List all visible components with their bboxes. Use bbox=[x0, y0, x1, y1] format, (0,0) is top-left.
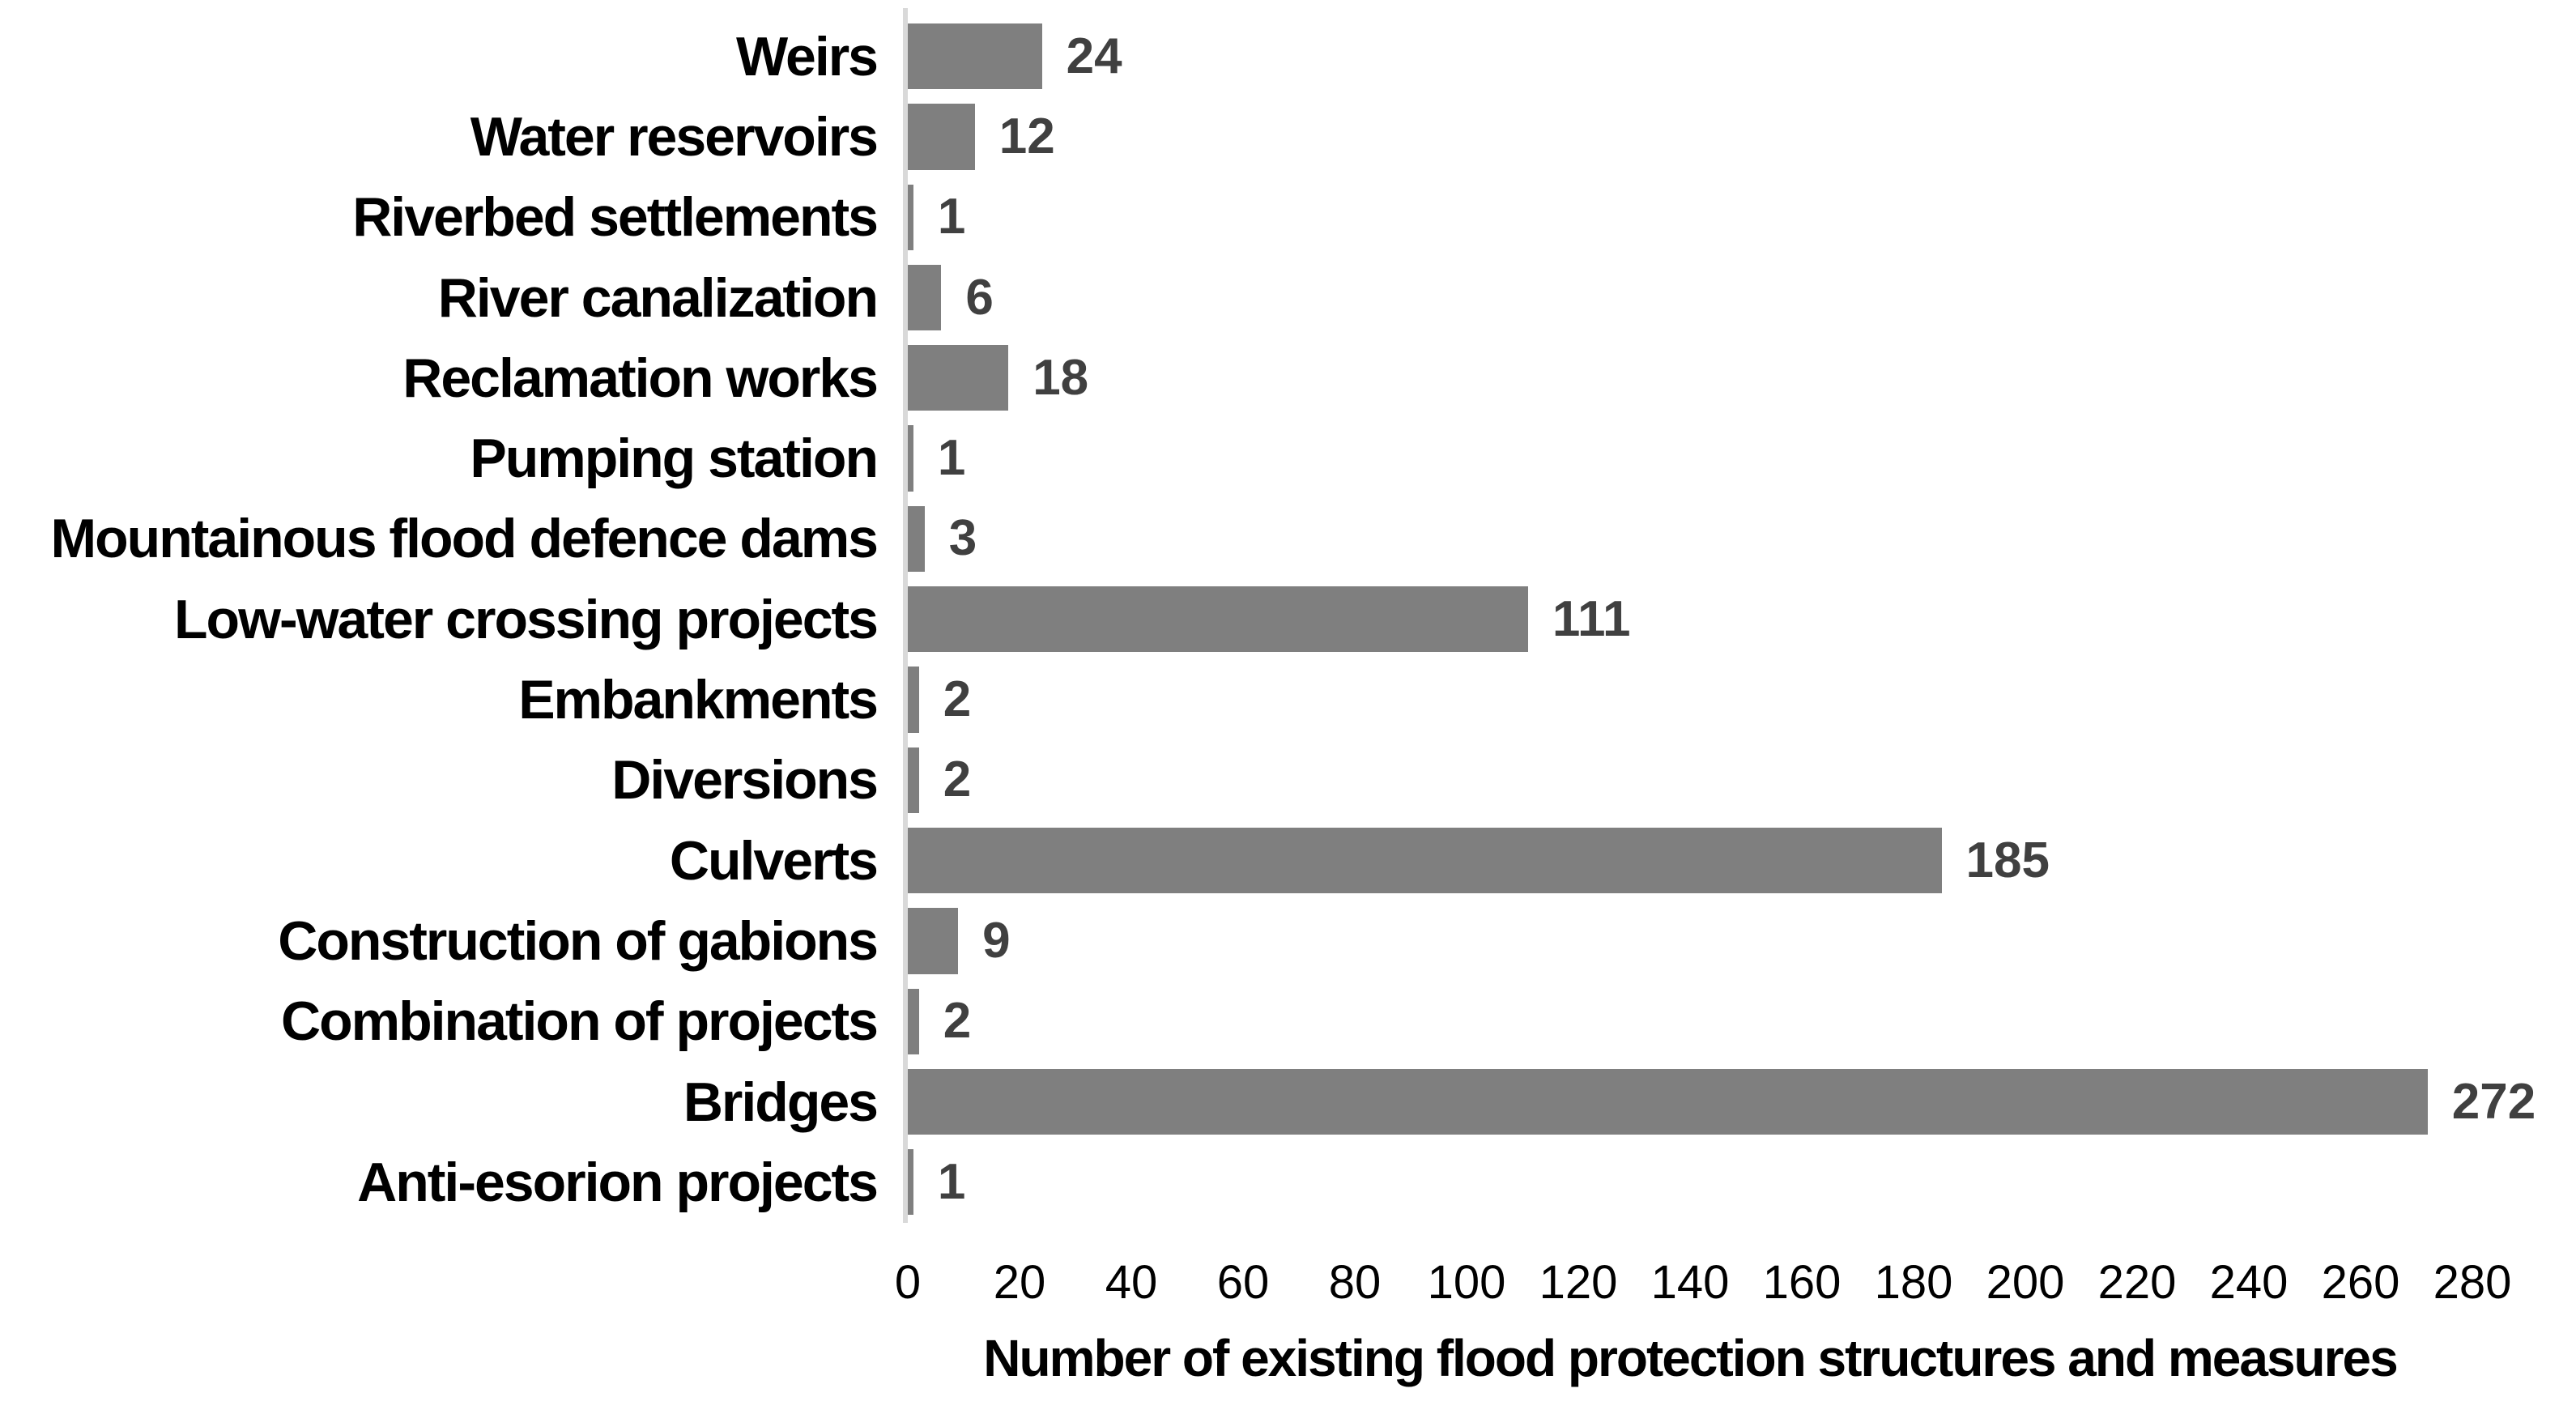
bar bbox=[908, 908, 959, 974]
category-label: Mountainous flood defence dams bbox=[50, 508, 879, 570]
value-label: 2 bbox=[943, 671, 972, 728]
category-label: Water reservoirs bbox=[470, 105, 879, 168]
x-tick-label: 80 bbox=[1328, 1256, 1382, 1309]
bar-row: Water reservoirs 12 bbox=[0, 96, 2576, 177]
bar-cell: 6 bbox=[903, 258, 2576, 338]
bar bbox=[908, 667, 919, 733]
bar-row: Diversions 2 bbox=[0, 740, 2576, 820]
bar-row: Weirs 24 bbox=[0, 16, 2576, 96]
bar-row: Anti-esorion projects 1 bbox=[0, 1142, 2576, 1222]
value-label: 111 bbox=[1552, 590, 1631, 647]
bar-cell: 111 bbox=[903, 579, 2576, 659]
value-label: 6 bbox=[965, 269, 994, 326]
value-label: 24 bbox=[1066, 28, 1122, 84]
bar bbox=[908, 827, 1942, 894]
category-label: Combination of projects bbox=[281, 990, 879, 1053]
category-label: Low-water crossing projects bbox=[174, 588, 879, 650]
bar bbox=[908, 345, 1009, 411]
bar-row: Combination of projects 2 bbox=[0, 982, 2576, 1062]
category-label: Embankments bbox=[518, 669, 879, 731]
bar-row: Embankments 2 bbox=[0, 659, 2576, 739]
x-tick-label: 240 bbox=[2209, 1256, 2289, 1309]
value-label: 272 bbox=[2451, 1073, 2536, 1130]
plot-area: Weirs 24 Water reservoirs 12 Riverbed settle… bbox=[0, 16, 2576, 1222]
category-label: River canalization bbox=[437, 266, 879, 329]
x-tick-label: 0 bbox=[894, 1256, 922, 1309]
bar-row: Reclamation works 18 bbox=[0, 338, 2576, 418]
value-label: 1 bbox=[937, 189, 966, 245]
x-tick-label: 120 bbox=[1539, 1256, 1618, 1309]
x-axis-title: Number of existing flood protection stru… bbox=[983, 1329, 2398, 1387]
bar-row: Culverts 185 bbox=[0, 820, 2576, 901]
value-label: 12 bbox=[998, 108, 1055, 164]
bar bbox=[908, 264, 942, 331]
bar-cell: 1 bbox=[903, 1142, 2576, 1222]
bar-row: Construction of gabions 9 bbox=[0, 901, 2576, 981]
value-label: 2 bbox=[943, 752, 972, 808]
value-label: 1 bbox=[937, 430, 966, 487]
category-label: Pumping station bbox=[470, 428, 879, 490]
x-tick-label: 200 bbox=[1986, 1256, 2065, 1309]
bar bbox=[908, 104, 975, 170]
bar bbox=[908, 23, 1042, 90]
category-label: Weirs bbox=[736, 25, 879, 87]
category-label: Culverts bbox=[669, 829, 879, 892]
bar bbox=[908, 505, 925, 573]
category-label: Reclamation works bbox=[402, 347, 879, 409]
x-tick-label: 160 bbox=[1762, 1256, 1842, 1309]
value-label: 9 bbox=[982, 912, 1011, 969]
value-label: 18 bbox=[1033, 349, 1089, 406]
bar-cell: 18 bbox=[903, 338, 2576, 418]
bar-row: River canalization 6 bbox=[0, 258, 2576, 338]
bar bbox=[908, 425, 913, 492]
x-tick-label: 20 bbox=[993, 1256, 1046, 1309]
bar-cell: 9 bbox=[903, 901, 2576, 981]
bar-row: Pumping station 1 bbox=[0, 418, 2576, 498]
x-tick-label: 60 bbox=[1216, 1256, 1270, 1309]
x-tick-label: 180 bbox=[1874, 1256, 1953, 1309]
category-label: Riverbed settlements bbox=[352, 186, 879, 249]
x-tick-label: 40 bbox=[1105, 1256, 1158, 1309]
bar-cell: 1 bbox=[903, 418, 2576, 498]
bar-cell: 1 bbox=[903, 177, 2576, 258]
bar bbox=[908, 1068, 2428, 1135]
bar-row: Mountainous flood defence dams 3 bbox=[0, 499, 2576, 579]
category-label: Diversions bbox=[611, 749, 879, 811]
category-label: Anti-esorion projects bbox=[357, 1151, 879, 1213]
bar-cell: 272 bbox=[903, 1062, 2576, 1142]
bar-cell: 2 bbox=[903, 982, 2576, 1062]
bar-row: Bridges 272 bbox=[0, 1062, 2576, 1142]
bar bbox=[908, 1149, 913, 1216]
bar-cell: 2 bbox=[903, 740, 2576, 820]
value-label: 185 bbox=[1965, 832, 2050, 888]
bar-cell: 24 bbox=[903, 16, 2576, 96]
value-label: 1 bbox=[937, 1153, 966, 1210]
category-label: Bridges bbox=[683, 1071, 879, 1133]
x-tick-label: 280 bbox=[2433, 1256, 2512, 1309]
y-axis-line bbox=[903, 8, 908, 1223]
bar bbox=[908, 184, 913, 250]
value-label: 3 bbox=[948, 510, 977, 567]
bar bbox=[908, 988, 919, 1054]
bar-cell: 2 bbox=[903, 659, 2576, 739]
bar-cell: 12 bbox=[903, 96, 2576, 177]
bar bbox=[908, 586, 1528, 653]
bar-row: Riverbed settlements 1 bbox=[0, 177, 2576, 258]
category-label: Construction of gabions bbox=[278, 909, 879, 972]
bar-cell: 3 bbox=[903, 499, 2576, 579]
x-tick-label: 220 bbox=[2097, 1256, 2177, 1309]
bar-cell: 185 bbox=[903, 820, 2576, 901]
bar bbox=[908, 747, 919, 813]
x-tick-label: 100 bbox=[1427, 1256, 1506, 1309]
x-tick-label: 260 bbox=[2321, 1256, 2400, 1309]
x-tick-label: 140 bbox=[1650, 1256, 1730, 1309]
value-label: 2 bbox=[943, 993, 972, 1050]
bar-row: Low-water crossing projects 111 bbox=[0, 579, 2576, 659]
x-axis-ticks: 0 20 40 60 80 100 120 140 160 180 200 220 240 260 280 bbox=[895, 1256, 2512, 1316]
